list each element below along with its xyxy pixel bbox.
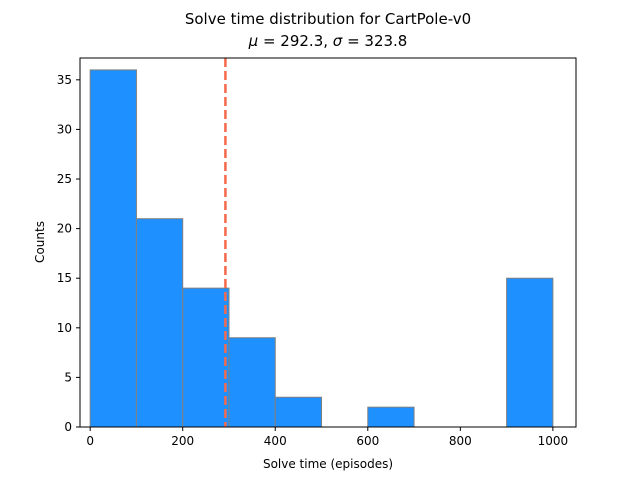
x-axis-label: Solve time (episodes)	[263, 457, 393, 471]
histogram-bar	[135, 218, 184, 428]
y-tick-label: 0	[64, 420, 72, 434]
y-tick-label: 30	[57, 122, 72, 136]
y-axis-label: Counts	[33, 221, 47, 263]
x-tick-label: 800	[449, 434, 472, 448]
y-tick-label: 25	[57, 172, 72, 186]
histogram-bar	[367, 406, 415, 428]
chart-title: Solve time distribution for CartPole-v0	[185, 10, 471, 28]
bars-group	[89, 69, 554, 428]
histogram-bar	[506, 277, 554, 428]
sigma-value: = 323.8	[342, 32, 407, 50]
x-tick-label: 400	[264, 434, 287, 448]
mu-symbol: μ	[248, 32, 259, 50]
y-tick-label: 5	[64, 370, 72, 384]
x-tick-label: 200	[171, 434, 194, 448]
chart-subtitle: μ = 292.3, σ = 323.8	[248, 32, 408, 50]
x-axis-ticks: 0 200 400 600 800 1000	[86, 427, 568, 448]
y-tick-label: 20	[57, 222, 72, 236]
x-tick-label: 1000	[538, 434, 569, 448]
y-tick-label: 35	[57, 73, 72, 87]
y-axis-ticks: 0 5 10 15 20 25 30 35	[57, 73, 80, 434]
sigma-symbol: σ	[333, 32, 343, 50]
mu-value: = 292.3,	[258, 32, 333, 50]
histogram-bar	[228, 337, 276, 428]
plot-frame	[79, 57, 577, 428]
x-tick-label: 600	[356, 434, 379, 448]
histogram-bar	[274, 396, 323, 428]
y-tick-label: 15	[57, 271, 72, 285]
histogram-bar	[182, 287, 230, 428]
x-tick-label: 0	[86, 434, 94, 448]
y-tick-label: 10	[57, 321, 72, 335]
histogram-bar	[89, 69, 137, 428]
